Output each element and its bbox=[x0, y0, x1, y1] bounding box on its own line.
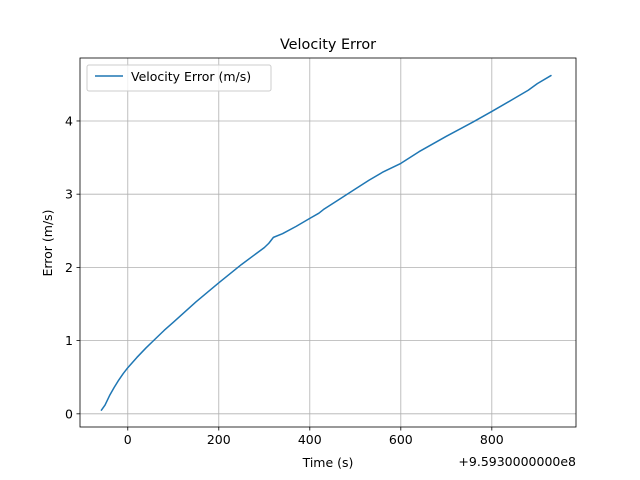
plot-frame bbox=[79, 57, 577, 428]
y-tick-label: 4 bbox=[65, 113, 73, 128]
x-tick-label: 600 bbox=[389, 432, 413, 447]
series-line-velocity-error bbox=[100, 74, 552, 411]
series-layer bbox=[100, 74, 552, 411]
x-tick-label: 200 bbox=[207, 432, 231, 447]
y-tick-label: 3 bbox=[65, 187, 73, 202]
x-axis: 0 200 400 600 800 bbox=[124, 427, 504, 447]
legend: Velocity Error (m/s) bbox=[86, 64, 272, 92]
chart-title: Velocity Error bbox=[280, 37, 376, 53]
grid-lines bbox=[80, 58, 576, 427]
legend-box bbox=[86, 64, 272, 92]
x-tick-label: 400 bbox=[298, 432, 322, 447]
plot-area bbox=[80, 58, 576, 427]
legend-label: Velocity Error (m/s) bbox=[131, 69, 251, 84]
x-axis-label: Time (s) bbox=[302, 455, 354, 470]
y-axis-label: Error (m/s) bbox=[40, 209, 55, 276]
x-tick-label: 0 bbox=[124, 432, 132, 447]
y-axis: 0 1 2 3 4 bbox=[65, 113, 80, 421]
x-tick-label: 800 bbox=[480, 432, 504, 447]
y-tick-label: 1 bbox=[65, 333, 73, 348]
x-axis-offset-text: +9.5930000000e8 bbox=[458, 454, 576, 469]
y-tick-label: 0 bbox=[65, 406, 73, 421]
y-tick-label: 2 bbox=[65, 260, 73, 275]
